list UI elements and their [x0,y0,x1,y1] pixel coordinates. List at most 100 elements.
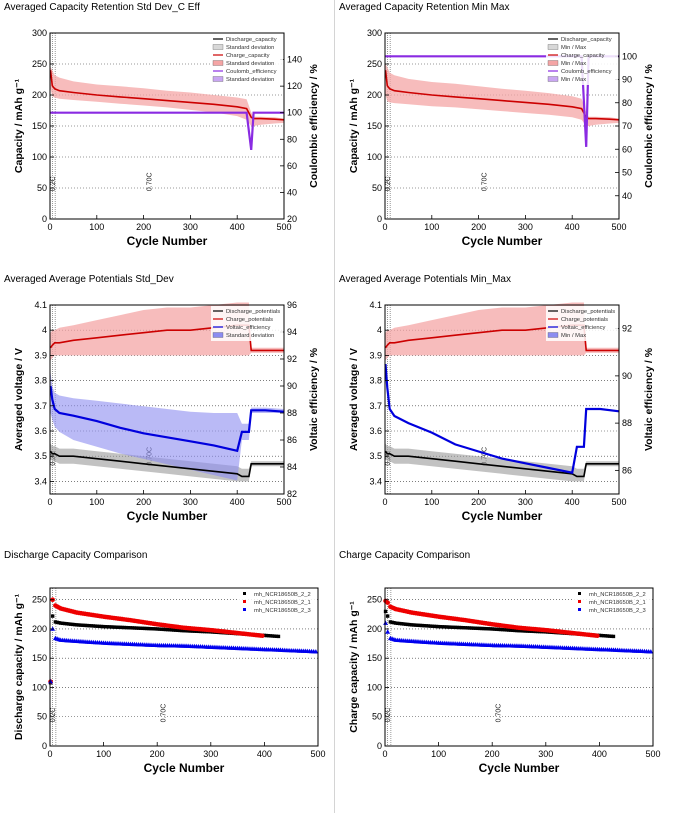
legend-label: Discharge_potentials [226,309,280,315]
data-point [410,623,414,627]
y2-tick-label: 60 [622,144,632,154]
data-point [101,624,106,629]
y2-tick-label: 82 [287,489,297,499]
x-tick-label: 0 [382,497,387,507]
data-point [436,624,441,629]
data-point [178,628,182,633]
data-point [385,614,390,618]
x-tick-label: 400 [230,497,245,507]
y2-axis-label: Voltaic efficiency / % [308,347,320,451]
data-point [434,624,439,629]
y-tick-label: 4 [377,325,382,335]
data-point [161,627,166,632]
y-tick-label: 200 [32,90,47,100]
data-point [147,626,151,631]
data-point [400,622,404,626]
y-axis-label: Capacity / mAh g⁻¹ [13,78,25,173]
data-point [268,634,273,638]
y-tick-label: 50 [37,183,47,193]
data-point [402,622,406,626]
data-point [449,625,453,629]
y-tick-label: 3.7 [369,401,382,411]
data-point [521,629,525,633]
data-point [136,626,141,630]
chart-svg: 0.2C0.70C01002003004005003.43.53.63.73.8… [348,300,655,523]
y2-tick-label: 96 [287,300,297,310]
data-point [85,623,89,628]
rate-label: 0.2C [50,708,57,723]
data-point [492,627,496,631]
y-tick-label: 300 [367,28,382,38]
data-point [385,629,391,634]
y2-tick-label: 70 [622,121,632,131]
y-tick-label: 3.8 [369,376,382,386]
x-tick-label: 0 [382,749,387,759]
data-point [126,626,131,630]
data-point [511,628,515,633]
x-tick-label: 200 [150,749,165,759]
panel-divider [334,0,335,813]
data-point [527,629,532,633]
y2-tick-label: 88 [622,418,632,428]
legend-label: Standard deviation [226,61,274,67]
data-point [124,625,128,630]
data-point [392,621,396,625]
legend-label: Voltaic_efficiency [226,325,270,331]
data-point [89,624,93,628]
legend-swatch [212,332,224,338]
data-point [500,627,505,632]
legend-box [239,589,317,616]
data-point [48,679,53,684]
data-point [455,625,459,630]
legend-swatch [212,76,224,82]
y2-tick-label: 120 [287,81,302,91]
legend-label: Charge_potentials [561,317,608,323]
y-tick-label: 0 [377,214,382,224]
x-tick-label: 0 [382,222,387,232]
data-point [155,627,159,631]
data-point [388,620,393,624]
data-point [476,626,480,631]
data-point [270,634,275,638]
y-tick-label: 250 [32,595,47,605]
error-band [385,64,619,126]
data-point [110,625,114,629]
data-point [53,620,58,624]
y2-tick-label: 88 [287,408,297,418]
legend-label: mh_NCR18650B_2_1 [589,600,646,606]
y-tick-label: 4 [42,325,47,335]
data-point [519,629,523,633]
data-point [398,621,402,626]
y-tick-label: 250 [367,59,382,69]
y-tick-label: 50 [37,712,47,722]
y-tick-label: 150 [367,653,382,663]
y-tick-label: 3.7 [34,401,47,411]
y-axis-label: Capacity / mAh g⁻¹ [348,78,360,173]
x-axis-label: Cycle Number [462,509,543,523]
legend-swatch [547,76,559,82]
y2-tick-label: 84 [287,462,297,472]
legend-label: Min / Max [561,77,586,83]
x-tick-label: 200 [136,222,151,232]
data-point [471,626,476,630]
legend-label: Min / Max [561,45,586,51]
data-point [404,622,408,626]
legend-label: Charge_potentials [226,317,273,323]
y-tick-label: 4.1 [369,300,382,310]
legend-label: mh_NCR18650B_2_2 [589,592,646,598]
y2-tick-label: 94 [287,327,297,337]
plot-frame [384,587,654,747]
y2-tick-label: 92 [287,354,297,364]
legend-label: Min / Max [561,61,586,67]
panel-title: Averaged Capacity Retention Std Dev_C Ef… [4,2,200,13]
y-tick-label: 250 [367,595,382,605]
data-point [143,626,147,631]
data-point [103,625,108,629]
y2-tick-label: 80 [287,134,297,144]
x-tick-label: 400 [565,222,580,232]
data-point [494,627,499,631]
chart-panel-discharge-comparison: Discharge Capacity Comparison 0.2C 0.70C 0… [0,548,334,816]
x-axis-label: Cycle Number [462,234,543,248]
data-point [383,620,388,625]
x-tick-label: 300 [183,497,198,507]
